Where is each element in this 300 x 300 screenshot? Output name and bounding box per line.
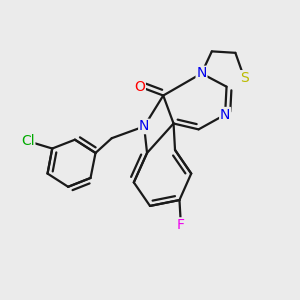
- Text: N: N: [220, 108, 230, 122]
- Text: S: S: [240, 71, 249, 85]
- Text: N: N: [196, 66, 207, 80]
- Text: Cl: Cl: [21, 134, 34, 148]
- Text: F: F: [177, 218, 185, 232]
- Text: O: O: [134, 80, 145, 94]
- Text: N: N: [139, 119, 149, 134]
